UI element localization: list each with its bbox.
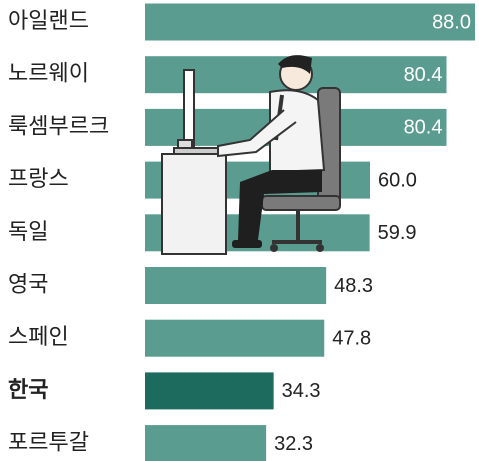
bar	[145, 3, 475, 41]
bar	[145, 425, 267, 461]
category-label: 룩셈부르크	[8, 114, 109, 139]
value-label: 88.0	[432, 11, 471, 33]
value-label: 34.3	[282, 380, 321, 402]
value-label: 80.4	[404, 64, 443, 86]
value-label: 48.3	[334, 275, 373, 297]
labels: 아일랜드 88.0 노르웨이 80.4 룩셈부르크 80.4 프랑스 60.0 독일 59.9 영국…	[8, 9, 471, 456]
category-label: 포르투갈	[8, 431, 89, 456]
category-label: 한국	[8, 378, 48, 403]
value-label: 32.3	[274, 433, 313, 455]
illustration	[161, 55, 341, 255]
value-label: 80.4	[404, 117, 443, 139]
category-label: 노르웨이	[8, 62, 89, 87]
category-label: 프랑스	[8, 167, 69, 192]
bar	[145, 372, 274, 410]
value-label: 59.9	[378, 222, 417, 244]
category-label: 독일	[8, 220, 48, 245]
value-label: 60.0	[378, 169, 417, 191]
bar	[145, 319, 325, 357]
category-label: 영국	[8, 273, 48, 298]
category-label: 아일랜드	[8, 9, 89, 34]
category-label: 스페인	[8, 325, 69, 350]
value-label: 47.8	[332, 327, 371, 349]
bar	[145, 267, 327, 304]
